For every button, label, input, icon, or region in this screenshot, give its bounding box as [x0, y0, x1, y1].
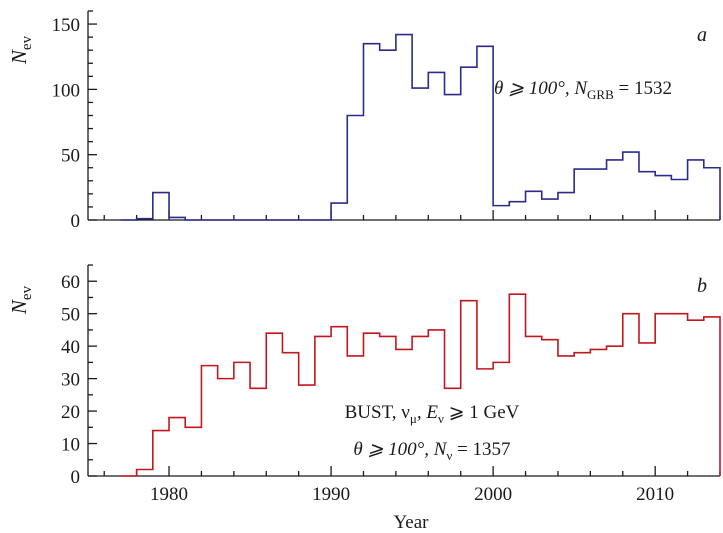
panel-b-histogram: [120, 293, 721, 477]
panel-b-annotation-line2: θ ⩾ 100°, Nν = 1357: [353, 439, 510, 463]
panel-b-y-tick-label: 20: [61, 402, 80, 423]
x-axis-label: Year: [393, 512, 429, 533]
panel-a-histogram: [120, 33, 721, 221]
panel-b-y-axis-label: Nev: [7, 285, 35, 315]
panel-a: 0 50 100 150 Nev a θ ⩾ 100°, NGRB = 1532: [7, 10, 721, 232]
panel-b: 0 10 20 30 40 50 60 1980 1990 2000 2010 Nev b BUS…: [7, 264, 721, 533]
panel-a-y-axis-label: Nev: [7, 35, 35, 65]
panel-b-y-tick-labels: 0 10 20 30 40 50 60: [61, 272, 80, 488]
panel-b-x-tick-label: 1990: [312, 484, 350, 505]
panel-b-y-tick-label: 10: [61, 435, 80, 456]
panel-a-y-tick-labels: 0 50 100 150: [52, 15, 81, 232]
panel-b-x-tick-label: 1980: [150, 484, 188, 505]
panel-b-y-tick-label: 40: [61, 337, 80, 358]
panel-b-y-tick-label: 30: [61, 370, 80, 391]
panel-b-annotation-line1: BUST, νμ, Eν ⩾ 1 GeV: [345, 402, 520, 426]
panel-a-y-tick-label: 150: [52, 15, 81, 36]
panel-a-y-tick-label: 100: [52, 80, 81, 101]
panel-b-x-tick-label: 2010: [636, 484, 674, 505]
panel-b-x-tick-labels: 1980 1990 2000 2010: [150, 484, 674, 505]
panel-b-x-tick-label: 2000: [474, 484, 512, 505]
panel-b-y-tick-label: 0: [71, 467, 81, 488]
panel-a-y-tick-label: 50: [61, 146, 80, 167]
panel-b-y-tick-label: 50: [61, 305, 80, 326]
panel-b-y-tick-label: 60: [61, 272, 80, 293]
panel-a-y-tick-label: 0: [71, 211, 81, 232]
panel-a-axes: [87, 10, 721, 221]
panel-a-label: a: [697, 24, 707, 46]
panel-a-annotation: θ ⩾ 100°, NGRB = 1532: [494, 78, 672, 102]
panel-b-label: b: [697, 275, 707, 297]
